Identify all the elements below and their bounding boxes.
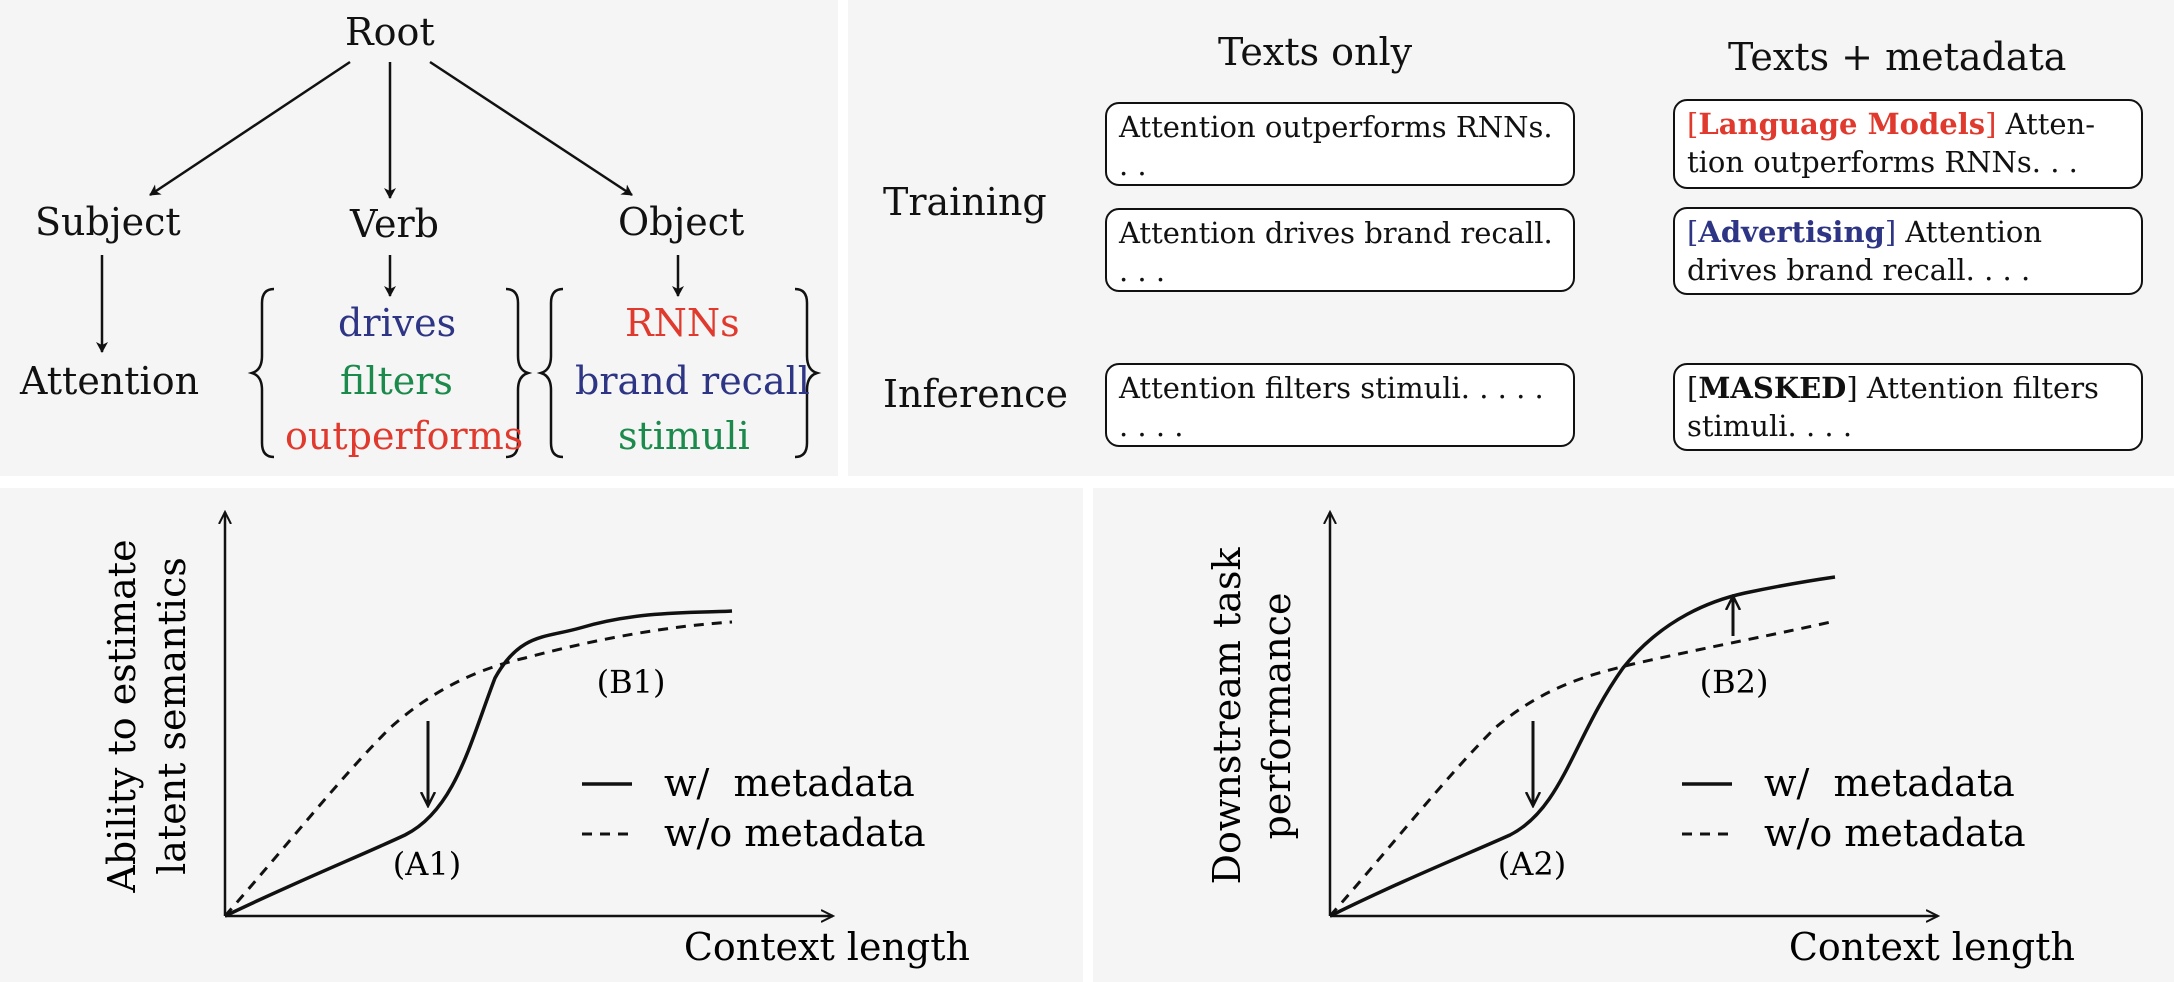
metadata-text: Atten- tion outperforms RNNs. . .	[1687, 107, 2096, 179]
annotation-b1: (B1)	[597, 663, 666, 701]
legend-with-metadata: w/ metadata	[664, 761, 915, 805]
training-text: Attention outperforms RNNs. . .	[1119, 110, 1553, 182]
metadata-tag-bracket: [	[1687, 107, 1699, 141]
object-item: brand recall	[575, 359, 810, 403]
inference-text-box: Attention filters stimuli. . . . . . . .…	[1105, 363, 1575, 447]
training-text: Attention drives brand recall. . . .	[1119, 216, 1553, 288]
downstream-performance-plot: Downstream task performance Context leng…	[1205, 488, 2075, 969]
training-text-box: Attention outperforms RNNs. . .	[1105, 102, 1575, 186]
verb-item: filters	[340, 359, 453, 403]
metadata-tag: MASKED	[1698, 371, 1847, 405]
tree-subject-label: Subject	[35, 200, 181, 244]
metadata-tag-bracket: ]	[1985, 107, 1997, 141]
metadata-training-box: [Language Models] Atten- tion outperform…	[1673, 99, 2143, 189]
curve-with-metadata	[224, 609, 733, 918]
tree-root-label: Root	[345, 10, 435, 54]
annotation-a1: (A1)	[393, 845, 461, 883]
x-axis-label: Context length	[1789, 925, 2075, 969]
latent-semantics-plot-panel: Ability to estimate latent semantics Con…	[0, 488, 1083, 982]
y-axis-label-line2: performance	[1255, 592, 1299, 839]
object-set-close-brace	[794, 287, 822, 459]
latent-semantics-plot: Ability to estimate latent semantics Con…	[100, 488, 970, 969]
row-header-training: Training	[883, 180, 1047, 224]
metadata-inference-box: [MASKED] Attention filters stimuli. . . …	[1673, 363, 2143, 451]
tree-verb-label: Verb	[350, 202, 439, 246]
verb-set-close-brace	[505, 287, 533, 459]
edge-root-object	[429, 60, 633, 197]
legend-without-metadata: w/o metadata	[664, 811, 926, 855]
column-header-texts-metadata: Texts + metadata	[1728, 35, 2067, 79]
tree-subject-value: Attention	[20, 359, 200, 403]
verb-set-open-brace	[247, 287, 275, 459]
downstream-performance-plot-panel: Downstream task performance Context leng…	[1093, 488, 2174, 982]
y-axis-label-line2: latent semantics	[150, 557, 194, 875]
annotation-b2: (B2)	[1700, 663, 1769, 701]
curve-with-metadata	[1329, 575, 1836, 918]
metadata-text: Attention filters stimuli. . . .	[1687, 371, 2099, 443]
metadata-tag-bracket: [	[1687, 371, 1699, 405]
metadata-tag-bracket: ]	[1884, 215, 1897, 249]
metadata-tag-bracket: [	[1687, 215, 1699, 249]
inference-text: Attention filters stimuli. . . . . . . .…	[1119, 371, 1544, 443]
row-header-inference: Inference	[883, 372, 1068, 416]
curve-without-metadata	[1328, 619, 1836, 917]
object-item: stimuli	[618, 414, 750, 458]
dependency-tree-panel: Root Subject Verb Object Attention drive…	[0, 0, 838, 476]
curve-without-metadata	[223, 620, 733, 917]
metadata-tag: Language Models	[1698, 107, 1986, 141]
column-header-texts-only: Texts only	[1218, 30, 1413, 74]
verb-item: drives	[338, 301, 457, 345]
annotation-a2: (A2)	[1498, 845, 1566, 883]
x-axis-label: Context length	[684, 925, 970, 969]
object-set-open-brace	[536, 287, 564, 459]
y-axis-label-line1: Downstream task	[1205, 547, 1249, 885]
metadata-text: Attention drives brand recall. . . .	[1687, 215, 2043, 287]
tree-object-label: Object	[618, 200, 745, 244]
training-text-box: Attention drives brand recall. . . .	[1105, 208, 1575, 292]
tree-edges	[96, 60, 822, 459]
metadata-tag: Advertising	[1698, 215, 1885, 249]
metadata-training-box: [Advertising] Attention drives brand rec…	[1673, 207, 2143, 295]
edge-root-subject	[149, 60, 351, 197]
training-inference-panel: Texts only Texts + metadata Training Inf…	[848, 0, 2174, 476]
verb-item: outperforms	[285, 414, 524, 458]
legend-without-metadata: w/o metadata	[1764, 811, 2026, 855]
legend-with-metadata: w/ metadata	[1764, 761, 2015, 805]
object-item: RNNs	[625, 301, 740, 345]
y-axis-label-line1: Ability to estimate	[100, 539, 144, 893]
metadata-tag-bracket: ]	[1846, 371, 1858, 405]
